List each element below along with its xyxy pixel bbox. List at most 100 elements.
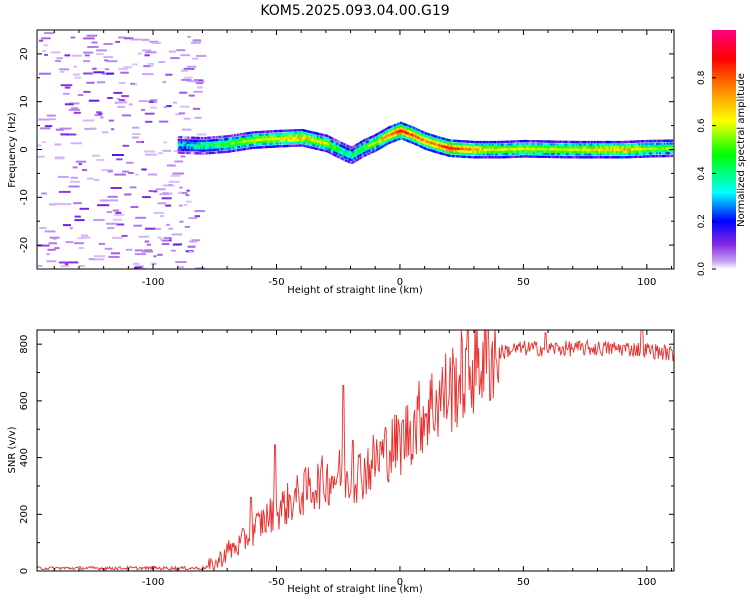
spectrogram-ridge-cell — [543, 143, 546, 146]
spectrogram-ridge-cell — [517, 150, 520, 153]
spectrogram-ridge-cell — [481, 146, 484, 149]
spectrogram-ridge-cell — [204, 149, 207, 152]
spectrogram-ridge-cell — [505, 155, 508, 159]
spectrogram-ridge-cell — [639, 150, 643, 153]
spectrogram-ridge-cell — [425, 142, 428, 145]
spectrogram-ridge-cell — [241, 142, 244, 146]
spectrogram-ridge-cell — [549, 140, 552, 143]
spectrogram-ridge-cell — [450, 149, 453, 152]
spectrogram-ridge-cell — [208, 136, 211, 139]
colorbar-gradient — [712, 30, 736, 269]
spectrogram-ridge-cell — [632, 148, 635, 151]
spectrogram-ridge-cell — [527, 147, 530, 150]
spectrogram-ridge-cell — [508, 148, 511, 151]
spectrogram-ridge-cell — [389, 138, 392, 141]
spectrogram-ridge-cell — [402, 135, 406, 138]
spectrogram-noise-cell — [160, 238, 170, 241]
spectrogram-ridge-cell — [422, 136, 425, 139]
spectrogram-ridge-cell — [201, 144, 204, 147]
spectrogram-ridge-cell — [201, 152, 204, 155]
spectrogram-ridge-cell — [548, 155, 551, 159]
spectrogram-ridge-cell — [317, 147, 320, 151]
spectrogram-ridge-cell — [608, 156, 611, 159]
spectrogram-ridge-cell — [299, 131, 302, 135]
spectrogram-ridge-cell — [659, 155, 662, 158]
spectrogram-ridge-cell — [179, 148, 182, 151]
spectrogram-ridge-cell — [251, 138, 254, 142]
spectrogram-ridge-cell — [312, 141, 315, 144]
spectrogram-ridge-cell — [604, 148, 607, 151]
spectrogram-ridge-cell — [594, 150, 597, 154]
spectrogram-ridge-cell — [502, 148, 505, 151]
spectrogram-ridge-cell — [653, 142, 656, 145]
spectrogram-ridge-cell — [648, 139, 651, 143]
spectrogram-ridge-cell — [571, 153, 574, 156]
spectrogram-ridge-cell — [442, 142, 446, 146]
spectrogram-ridge-cell — [423, 131, 426, 135]
spectrogram-ridge-cell — [502, 140, 505, 144]
spectrogram-ridge-cell — [428, 148, 431, 151]
spectrogram-ridge-cell — [362, 147, 366, 150]
spectrogram-noise-cell — [174, 160, 184, 163]
spectrogram-ridge-cell — [348, 160, 351, 164]
spectrogram-ridge-cell — [354, 144, 357, 147]
spectrogram-ridge-cell — [654, 155, 657, 158]
spectrogram-ridge-cell — [637, 155, 640, 158]
spectrogram-ridge-cell — [484, 156, 487, 159]
spectrogram-ridge-cell — [275, 145, 278, 148]
spectrogram-ridge-cell — [512, 152, 515, 156]
spectrogram-ridge-cell — [191, 141, 194, 145]
spectrogram-ridge-cell — [247, 144, 250, 147]
spectrogram-ridge-cell — [468, 155, 471, 159]
spectrogram-ridge-cell — [431, 144, 434, 147]
spectrogram-ridge-cell — [559, 143, 563, 146]
spectrogram-noise-cell — [176, 49, 186, 52]
spectrogram-noise-cell — [183, 67, 195, 70]
spectrogram-ridge-cell — [402, 125, 406, 129]
spectrogram-ridge-cell — [256, 141, 259, 144]
spectrogram-ridge-cell — [629, 140, 632, 143]
spectrogram-ridge-cell — [472, 153, 475, 156]
spectrogram-ridge-cell — [548, 152, 551, 156]
spectrogram-noise-cell — [134, 253, 146, 256]
spectrogram-ridge-cell — [207, 151, 210, 155]
spectrogram-ridge-cell — [448, 149, 451, 152]
spectrogram-ridge-cell — [522, 142, 526, 146]
spectrogram-ridge-cell — [460, 140, 463, 143]
spectrogram-ridge-cell — [293, 141, 296, 144]
spectrogram-noise-cell — [168, 227, 173, 230]
spectrogram-ridge-cell — [490, 143, 493, 147]
spectrogram-ridge-cell — [432, 140, 435, 143]
spectrogram-ridge-cell — [216, 143, 219, 146]
spectrogram-ridge-cell — [634, 150, 637, 153]
spectrogram-ridge-cell — [435, 148, 438, 151]
spectrogram-ridge-cell — [373, 134, 376, 137]
spectrogram-ridge-cell — [277, 145, 280, 148]
spectrogram-ridge-cell — [241, 148, 244, 151]
spectrogram-ridge-cell — [533, 147, 536, 151]
spectrogram-ridge-cell — [371, 140, 374, 143]
spectrogram-ridge-cell — [262, 146, 265, 149]
spectrogram-ridge-cell — [260, 146, 263, 149]
spectrogram-ridge-cell — [628, 148, 631, 151]
spectrogram-ridge-cell — [565, 153, 569, 156]
spectrogram-ridge-cell — [177, 143, 180, 147]
spectrogram-ridge-cell — [220, 140, 223, 144]
spectrogram-ridge-cell — [337, 155, 340, 159]
spectrogram-ridge-cell — [574, 156, 577, 159]
spectrogram-ylabel: Frequency (Hz) — [7, 112, 18, 188]
spectrogram-ridge-cell — [631, 152, 634, 156]
spectrogram-ridge-cell — [551, 145, 554, 149]
spectrogram-ridge-cell — [497, 150, 500, 154]
spectrogram-ridge-cell — [425, 144, 428, 148]
spectrogram-ridge-cell — [182, 143, 185, 147]
spectrogram-ridge-cell — [576, 146, 579, 149]
spectrogram-ridge-cell — [376, 148, 379, 151]
spectrogram-ridge-cell — [321, 138, 324, 142]
spectrogram-ridge-cell — [414, 137, 417, 141]
spectrogram-ridge-cell — [405, 139, 409, 142]
spectrogram-ridge-cell — [207, 149, 210, 152]
spectrogram-noise-cell — [151, 262, 157, 265]
spectrogram-ridge-cell — [377, 137, 380, 140]
spectrogram-ridge-cell — [217, 151, 220, 154]
